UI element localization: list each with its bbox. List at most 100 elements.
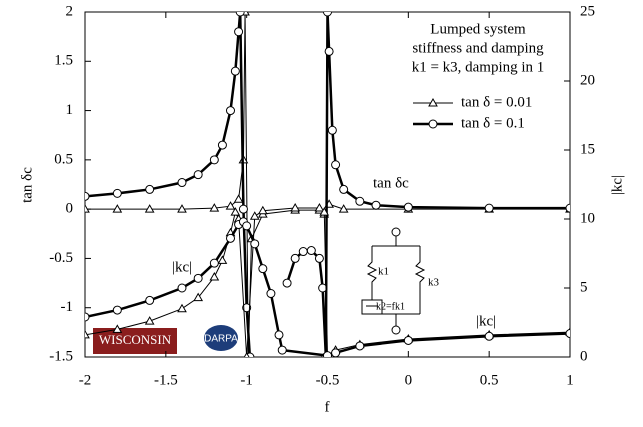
x-tick-label: 1 (566, 372, 574, 388)
marker (85, 312, 90, 322)
marker (323, 12, 332, 17)
marker (193, 292, 204, 302)
marker (274, 330, 284, 340)
y2-tick-label: 0 (580, 348, 588, 364)
marker (226, 233, 235, 243)
x-tick-label: -1 (240, 372, 253, 388)
y2-tick-label: 20 (580, 72, 595, 88)
annotation: k2=fk1 (376, 301, 405, 312)
marker (85, 191, 90, 201)
y2-tick-label: 5 (580, 279, 588, 295)
marker (209, 155, 219, 165)
logo-text: DARPA (204, 334, 238, 345)
x-tick-label: -1.5 (154, 372, 178, 388)
series-line (85, 207, 570, 357)
marker (145, 295, 155, 305)
marker (177, 283, 187, 293)
marker (112, 204, 123, 213)
marker (217, 140, 227, 150)
marker (484, 331, 494, 341)
marker (484, 203, 494, 213)
annotation: k3 (428, 277, 440, 289)
y-tick-label: -0.5 (49, 250, 73, 266)
marker (242, 303, 252, 313)
marker (355, 196, 365, 206)
marker (193, 273, 203, 283)
marker (238, 204, 248, 214)
marker (258, 264, 268, 274)
marker (177, 204, 187, 213)
marker (428, 97, 438, 107)
plot-area (85, 12, 570, 357)
logo-text: WISCONSIN (99, 332, 172, 347)
marker (324, 46, 334, 56)
marker (428, 119, 438, 129)
marker (282, 278, 292, 288)
y2-axis-label: |kc| (609, 175, 625, 195)
marker (177, 178, 187, 188)
y-tick-label: -1.5 (49, 348, 73, 364)
annotation: k1 (378, 266, 389, 278)
annotation: tan δc (373, 175, 409, 191)
marker (144, 316, 155, 325)
marker (290, 202, 301, 212)
marker (290, 253, 300, 263)
y2-tick-label: 10 (580, 210, 595, 226)
marker (339, 184, 349, 194)
marker (331, 348, 341, 357)
title-line: stiffness and damping (412, 40, 544, 56)
spring-diagram (361, 227, 426, 335)
marker (250, 239, 260, 249)
annotation: |kc| (476, 313, 496, 329)
x-tick-label: 0 (405, 372, 413, 388)
x-tick-label: -2 (79, 372, 92, 388)
marker (209, 271, 220, 281)
y2-tick-label: 15 (580, 141, 595, 157)
marker (226, 106, 235, 116)
title-line: k1 = k3, damping in 1 (412, 59, 545, 75)
y-tick-label: 1.5 (54, 53, 73, 69)
marker (230, 66, 240, 76)
x-axis-label: f (325, 399, 330, 415)
marker (318, 283, 328, 293)
marker (327, 125, 337, 135)
marker (314, 253, 324, 263)
annotation: |kc| (172, 259, 192, 275)
marker (209, 203, 220, 212)
title-line: Lumped system (430, 21, 526, 37)
marker (230, 207, 241, 216)
marker (112, 324, 123, 333)
y2-tick-label: 25 (580, 3, 595, 19)
y-tick-label: -1 (61, 299, 74, 315)
marker (338, 204, 349, 213)
marker (112, 188, 122, 198)
marker (403, 335, 413, 345)
marker (355, 341, 365, 351)
marker (331, 160, 341, 170)
marker (209, 258, 219, 268)
legend-label: tan δ = 0.1 (461, 115, 525, 131)
marker (217, 255, 228, 264)
marker (306, 246, 316, 256)
y-axis-label: tan δc (19, 167, 35, 203)
marker (144, 204, 155, 213)
marker (277, 345, 287, 355)
x-tick-label: -0.5 (316, 372, 340, 388)
marker (314, 202, 325, 212)
marker (565, 329, 570, 339)
marker (371, 200, 381, 210)
marker (565, 203, 570, 213)
marker (233, 194, 244, 203)
marker (249, 211, 260, 220)
y-tick-label: 0 (66, 201, 74, 217)
marker (225, 201, 236, 210)
marker (234, 27, 244, 37)
marker (242, 221, 252, 231)
x-tick-label: 0.5 (480, 372, 499, 388)
marker (243, 351, 250, 357)
marker (257, 205, 268, 215)
y-tick-label: 0.5 (54, 151, 73, 167)
logo-box (204, 325, 238, 351)
y-tick-label: 1 (66, 102, 74, 118)
